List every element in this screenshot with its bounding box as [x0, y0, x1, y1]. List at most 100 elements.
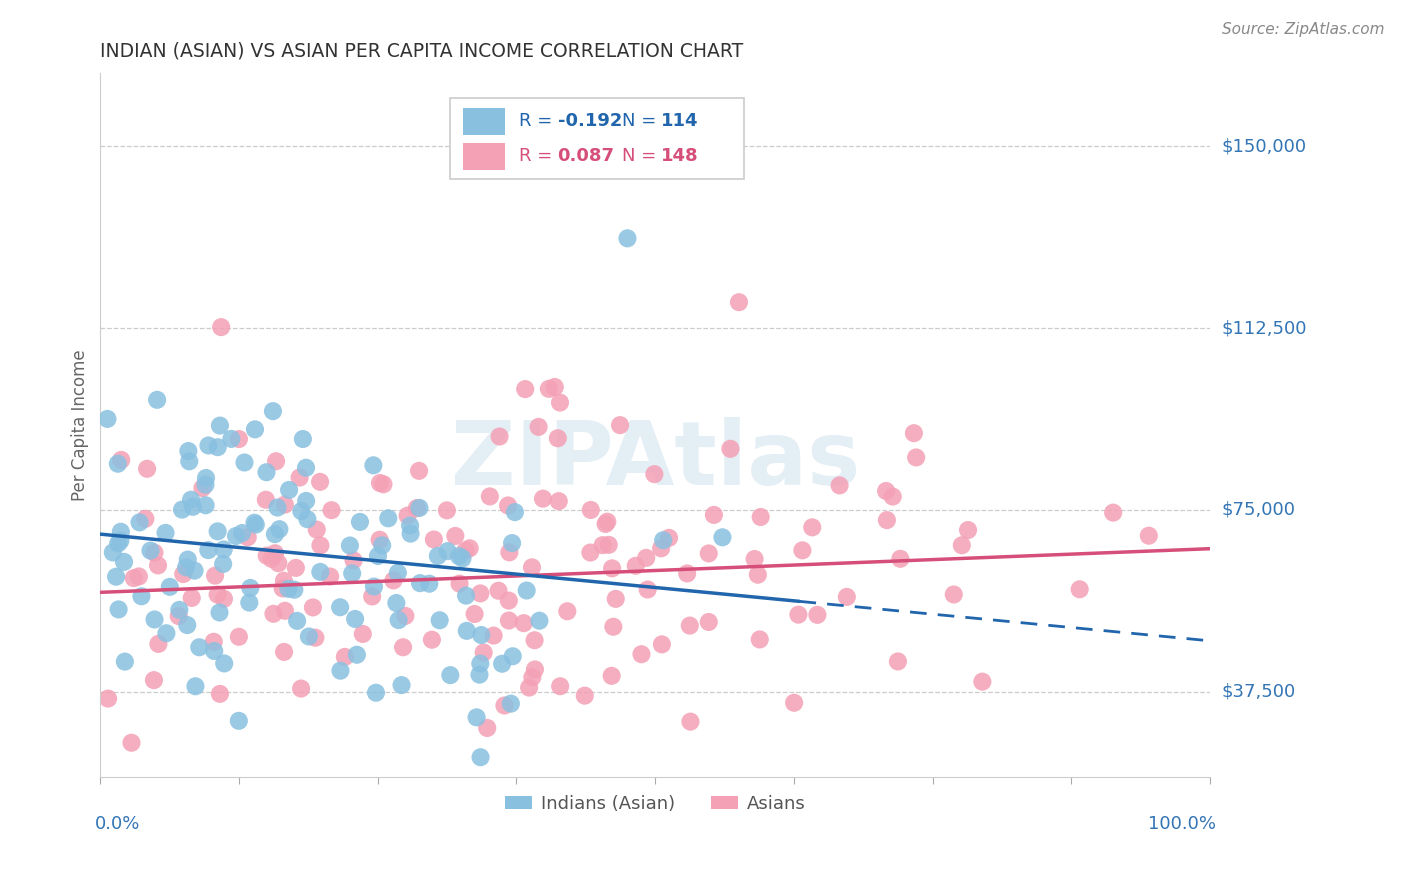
- Point: [703, 508, 725, 522]
- Point: [114, 655, 136, 669]
- Point: [128, 516, 150, 530]
- Point: [548, 395, 571, 409]
- Point: [367, 549, 389, 563]
- Point: [498, 593, 520, 607]
- Point: [609, 418, 631, 433]
- Point: [456, 624, 478, 638]
- Point: [1069, 582, 1091, 597]
- Point: [388, 613, 411, 627]
- Point: [494, 698, 516, 713]
- Point: [498, 614, 520, 628]
- Point: [344, 612, 367, 626]
- Point: [697, 546, 720, 560]
- Point: [616, 231, 638, 245]
- Point: [420, 632, 443, 647]
- Point: [454, 589, 477, 603]
- Point: [482, 629, 505, 643]
- Point: [744, 552, 766, 566]
- Point: [636, 550, 658, 565]
- Point: [905, 450, 928, 465]
- Point: [273, 574, 295, 588]
- Point: [464, 607, 486, 621]
- Point: [436, 544, 458, 558]
- Point: [499, 697, 522, 711]
- Point: [547, 494, 569, 508]
- Point: [297, 512, 319, 526]
- Point: [363, 458, 385, 473]
- Point: [942, 587, 965, 601]
- Point: [274, 604, 297, 618]
- Point: [208, 687, 231, 701]
- Point: [110, 533, 132, 548]
- Point: [876, 513, 898, 527]
- Point: [101, 545, 124, 559]
- Point: [517, 681, 540, 695]
- Point: [399, 518, 422, 533]
- Point: [503, 505, 526, 519]
- Point: [262, 404, 284, 418]
- Point: [382, 574, 405, 588]
- Point: [346, 648, 368, 662]
- Text: R =: R =: [519, 147, 558, 165]
- Point: [522, 670, 544, 684]
- Legend: Indians (Asian), Asians: Indians (Asian), Asians: [498, 788, 813, 821]
- Point: [295, 460, 318, 475]
- Point: [598, 538, 620, 552]
- Point: [396, 508, 419, 523]
- Point: [238, 596, 260, 610]
- Point: [718, 442, 741, 456]
- Point: [496, 499, 519, 513]
- Point: [112, 555, 135, 569]
- Point: [202, 644, 225, 658]
- Point: [288, 470, 311, 484]
- Text: ZIPAtlas: ZIPAtlas: [450, 417, 860, 504]
- Point: [194, 498, 217, 512]
- Point: [470, 628, 492, 642]
- Point: [544, 380, 567, 394]
- Point: [470, 750, 492, 764]
- Point: [444, 529, 467, 543]
- Point: [423, 533, 446, 547]
- Text: 114: 114: [661, 112, 699, 130]
- Point: [256, 465, 278, 479]
- Point: [373, 477, 395, 491]
- Point: [302, 600, 325, 615]
- Point: [728, 295, 751, 310]
- Point: [309, 538, 332, 552]
- Point: [429, 613, 451, 627]
- Point: [579, 545, 602, 559]
- Text: Source: ZipAtlas.com: Source: ZipAtlas.com: [1222, 22, 1385, 37]
- Point: [488, 583, 510, 598]
- Point: [792, 543, 814, 558]
- Point: [321, 503, 343, 517]
- Point: [391, 678, 413, 692]
- Point: [260, 552, 283, 566]
- Point: [208, 418, 231, 433]
- Point: [274, 498, 297, 512]
- Point: [110, 453, 132, 467]
- Point: [527, 420, 550, 434]
- Point: [142, 673, 165, 687]
- Point: [548, 679, 571, 693]
- Point: [309, 475, 332, 489]
- Point: [273, 645, 295, 659]
- Point: [180, 591, 202, 605]
- Point: [228, 714, 250, 728]
- Point: [340, 566, 363, 581]
- Point: [236, 530, 259, 544]
- Point: [290, 681, 312, 696]
- Point: [131, 589, 153, 603]
- Point: [191, 481, 214, 495]
- Point: [342, 553, 364, 567]
- Text: $112,500: $112,500: [1222, 319, 1306, 337]
- Point: [387, 566, 409, 580]
- Point: [368, 533, 391, 547]
- Point: [364, 686, 387, 700]
- Point: [209, 320, 232, 334]
- Point: [285, 614, 308, 628]
- Point: [277, 582, 299, 596]
- Point: [155, 525, 177, 540]
- Point: [179, 454, 201, 468]
- Point: [333, 649, 356, 664]
- Point: [529, 614, 551, 628]
